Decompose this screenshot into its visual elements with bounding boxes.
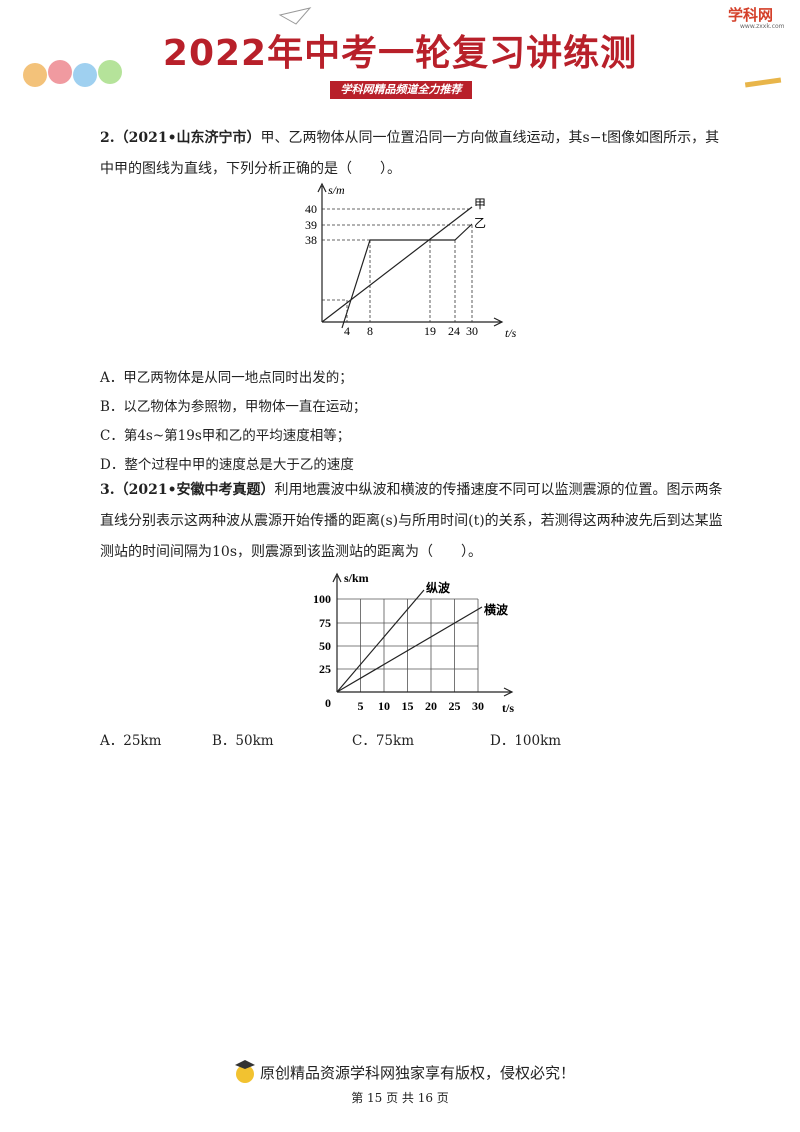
figure-st: s/m t/s 40 39 38 4 8 19 24 30 甲 乙: [305, 182, 517, 340]
x-tick-label: 5: [358, 699, 364, 713]
x-axis-label: t/s: [505, 326, 517, 340]
x-tick-label: 30: [466, 324, 478, 338]
option: B．50km: [212, 733, 274, 749]
line-label: 纵波: [426, 580, 451, 595]
axis-arrows: [332, 572, 514, 697]
line-label: 横波: [484, 602, 509, 617]
question-stem: 甲、乙两物体从同一位置沿同一方向做直线运动，其s−t图像如图所示，其中甲的图线为…: [100, 130, 720, 177]
line-label: 乙: [474, 216, 486, 230]
header: 2022年中考一轮复习讲练测 学科网精品频道全力推荐 学科网 www.zxxk.…: [0, 0, 800, 100]
x-tick-label: 10: [378, 699, 390, 713]
mascot-head: [236, 1065, 254, 1083]
line-s-wave: [336, 606, 483, 693]
plane-icon: [278, 7, 312, 25]
y-tick-label: 75: [319, 616, 331, 630]
y-tick-label: 50: [319, 639, 331, 653]
x-tick-label: 8: [367, 324, 373, 338]
x-tick-label: 24: [448, 324, 460, 338]
kid-icon: [73, 63, 97, 87]
logo-url: www.zxxk.com: [740, 23, 785, 30]
page-number: 第 15 页 共 16 页: [351, 1091, 449, 1105]
line-p-wave: [336, 589, 425, 693]
y-tick-label: 100: [313, 592, 331, 606]
question: 2.（2021•山东济宁市）甲、乙两物体从同一位置沿同一方向做直线运动，其s−t…: [100, 123, 725, 185]
y-tick-label: 40: [305, 202, 317, 216]
option: B．以乙物体为参照物，甲物体一直在运动；: [100, 399, 367, 415]
option: A．甲乙两物体是从同一地点同时出发的；: [100, 370, 353, 386]
x-tick-label: 20: [425, 699, 437, 713]
option: C．第4s~第19s甲和乙的平均速度相等；: [100, 428, 351, 444]
question-number: 3.: [100, 482, 115, 498]
mascot-icon: [235, 1060, 255, 1083]
line-label: 甲: [474, 197, 486, 211]
y-tick-label: 0: [325, 696, 331, 710]
figure-waves: s/km t/s 0 25 50 75 100 5 10 15 20 25 30…: [313, 571, 514, 715]
kid-icon: [48, 60, 72, 84]
x-tick-label: 25: [449, 699, 461, 713]
x-tick-label: 15: [402, 699, 414, 713]
option: C．75km: [352, 733, 414, 749]
header-subtitle: 学科网精品频道全力推荐: [330, 81, 472, 99]
mascot-cap: [235, 1060, 255, 1069]
y-tick-label: 38: [305, 233, 317, 247]
question-source: （2021•安徽中考真题）: [114, 482, 275, 498]
kid-icon: [98, 60, 122, 84]
option: A．25km: [100, 733, 162, 749]
footer-notice: 原创精品资源学科网独家享有版权，侵权必究！: [260, 1064, 576, 1082]
question-source: （2021•山东济宁市）: [114, 130, 261, 146]
x-tick-label: 19: [424, 324, 436, 338]
pencil-icon: [744, 77, 782, 88]
kid-icon: [23, 63, 47, 87]
y-axis-label: s/km: [344, 571, 369, 585]
line-jia: [321, 206, 473, 323]
logo: 学科网: [728, 6, 774, 24]
x-tick-label: 30: [472, 699, 484, 713]
grid-lines: [337, 598, 479, 692]
axis-arrows: [317, 182, 504, 327]
question: 3.（2021•安徽中考真题）利用地震波中纵波和横波的传播速度不同可以监测震源的…: [100, 475, 725, 568]
x-axis-label: t/s: [502, 701, 514, 715]
question-number: 2.: [100, 130, 115, 146]
header-decor: [23, 7, 782, 88]
header-title: 2022年中考一轮复习讲练测: [162, 33, 638, 74]
y-tick-label: 39: [305, 218, 317, 232]
x-tick-label: 4: [344, 324, 350, 338]
line-yi: [341, 223, 473, 329]
option: D．100km: [490, 733, 562, 749]
question-stem: 利用地震波中纵波和横波的传播速度不同可以监测震源的位置。图示两条直线分别表示这两…: [100, 482, 723, 560]
y-tick-label: 25: [319, 662, 331, 676]
y-axis-label: s/m: [328, 183, 345, 197]
option: D．整个过程中甲的速度总是大于乙的速度: [100, 457, 354, 473]
